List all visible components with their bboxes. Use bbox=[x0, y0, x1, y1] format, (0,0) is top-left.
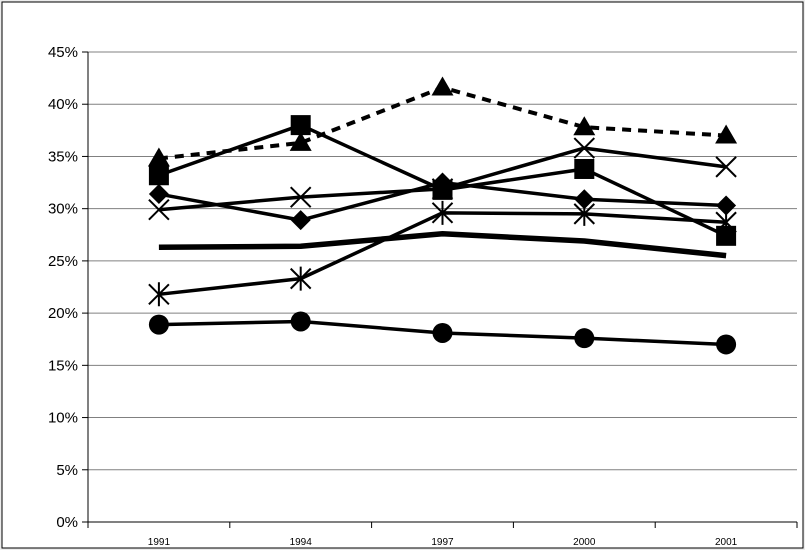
marker-circle-7 bbox=[716, 334, 736, 354]
x-tick-label: 2000 bbox=[573, 537, 596, 548]
y-tick-label: 30% bbox=[48, 201, 78, 218]
marker-square-2 bbox=[149, 165, 169, 185]
plot-background bbox=[88, 52, 797, 522]
y-tick-label: 15% bbox=[48, 357, 78, 374]
y-tick-label: 35% bbox=[48, 148, 78, 165]
x-tick-label: 1994 bbox=[290, 537, 313, 548]
y-tick-label: 45% bbox=[48, 44, 78, 61]
marker-circle-7 bbox=[574, 328, 594, 348]
marker-circle-7 bbox=[149, 315, 169, 335]
plot-area: 0% 5% 10% 15% 20% 25% 30% 35% 40% 45% 1991 1994 1997… bbox=[48, 44, 797, 548]
marker-square-2 bbox=[291, 115, 311, 135]
marker-square-2 bbox=[574, 159, 594, 179]
y-tick-label: 25% bbox=[48, 253, 78, 270]
x-tick-label: 1997 bbox=[431, 537, 454, 548]
x-tick-label: 1991 bbox=[148, 537, 171, 548]
marker-circle-7 bbox=[433, 323, 453, 343]
y-tick-label: 40% bbox=[48, 96, 78, 113]
y-tick-label: 20% bbox=[48, 305, 78, 322]
y-tick-label: 5% bbox=[56, 462, 78, 479]
y-tick-label: 0% bbox=[56, 514, 78, 531]
marker-circle-7 bbox=[291, 311, 311, 331]
y-tick-label: 10% bbox=[48, 410, 78, 427]
x-tick-label: 2001 bbox=[715, 537, 738, 548]
